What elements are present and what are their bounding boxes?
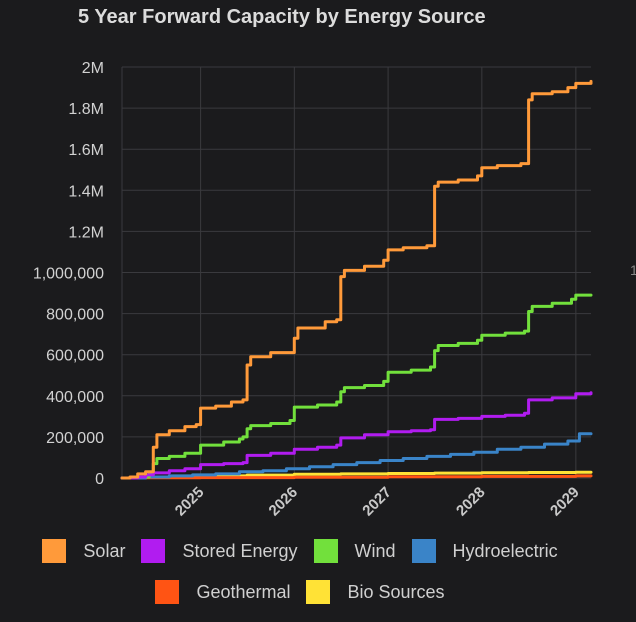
series-line-hydroelectric	[120, 432, 593, 480]
y-tick-label: 0	[95, 471, 104, 488]
legend-swatch-wind	[313, 539, 338, 563]
y-tick-label: 1.4M	[68, 183, 104, 200]
y-tick-label: 800,000	[46, 307, 104, 324]
legend-row-2: Geothermal Bio Sources	[0, 577, 600, 607]
legend-swatch-geothermal	[155, 580, 180, 604]
legend-item-bio-sources[interactable]: Bio Sources	[306, 580, 445, 604]
legend-item-hydroelectric[interactable]: Hydroelectric	[411, 539, 558, 563]
legend-swatch-bio-sources	[306, 580, 331, 604]
x-tick-label: 2025	[172, 484, 208, 520]
legend-label-geothermal: Geothermal	[196, 581, 291, 602]
y-tick-label: 1.2M	[68, 224, 104, 241]
x-tick-label: 2029	[547, 484, 583, 520]
clipped-text: 1	[630, 262, 636, 278]
series-line-solar	[120, 79, 593, 480]
legend-label-hydroelectric: Hydroelectric	[452, 540, 558, 561]
y-tick-label: 1.8M	[68, 101, 104, 118]
series-line-stored-energy	[120, 391, 593, 480]
y-tick-label: 400,000	[46, 389, 104, 406]
line-chart: 0 200,000 400,000 600,000 800,000 1,000,000 1.…	[33, 60, 593, 520]
x-axis-ticks: 2025 2026 2027 2028 2029	[172, 484, 583, 520]
legend-item-solar[interactable]: Solar	[42, 539, 125, 563]
y-tick-label: 2M	[82, 60, 104, 77]
y-tick-label: 1.6M	[68, 142, 104, 159]
x-tick-label: 2028	[453, 484, 489, 520]
legend-row-1: Solar Stored Energy Wind Hydroelectric	[0, 536, 600, 566]
legend-item-wind[interactable]: Wind	[313, 539, 396, 563]
legend-item-geothermal[interactable]: Geothermal	[155, 580, 290, 604]
grid-lines	[121, 66, 591, 479]
y-tick-label: 1,000,000	[33, 266, 104, 283]
legend-label-wind: Wind	[354, 540, 396, 561]
legend-label-bio-sources: Bio Sources	[347, 581, 445, 602]
y-axis-ticks: 0 200,000 400,000 600,000 800,000 1,000,000 1.…	[33, 60, 104, 488]
legend-item-stored-energy[interactable]: Stored Energy	[141, 539, 298, 563]
legend-swatch-hydroelectric	[411, 539, 436, 563]
legend-swatch-solar	[42, 539, 67, 563]
series-line-wind	[120, 293, 593, 480]
y-tick-label: 600,000	[46, 348, 104, 365]
x-tick-label: 2027	[359, 484, 395, 520]
legend-label-stored-energy: Stored Energy	[182, 540, 298, 561]
chart-title: 5 Year Forward Capacity by Energy Source	[78, 6, 486, 28]
x-tick-label: 2026	[266, 484, 302, 520]
legend-swatch-stored-energy	[141, 539, 166, 563]
legend-label-solar: Solar	[83, 540, 126, 561]
y-tick-label: 200,000	[46, 430, 104, 447]
legend: Solar Stored Energy Wind Hydroelectric G…	[0, 536, 600, 618]
series-lines	[120, 79, 593, 480]
